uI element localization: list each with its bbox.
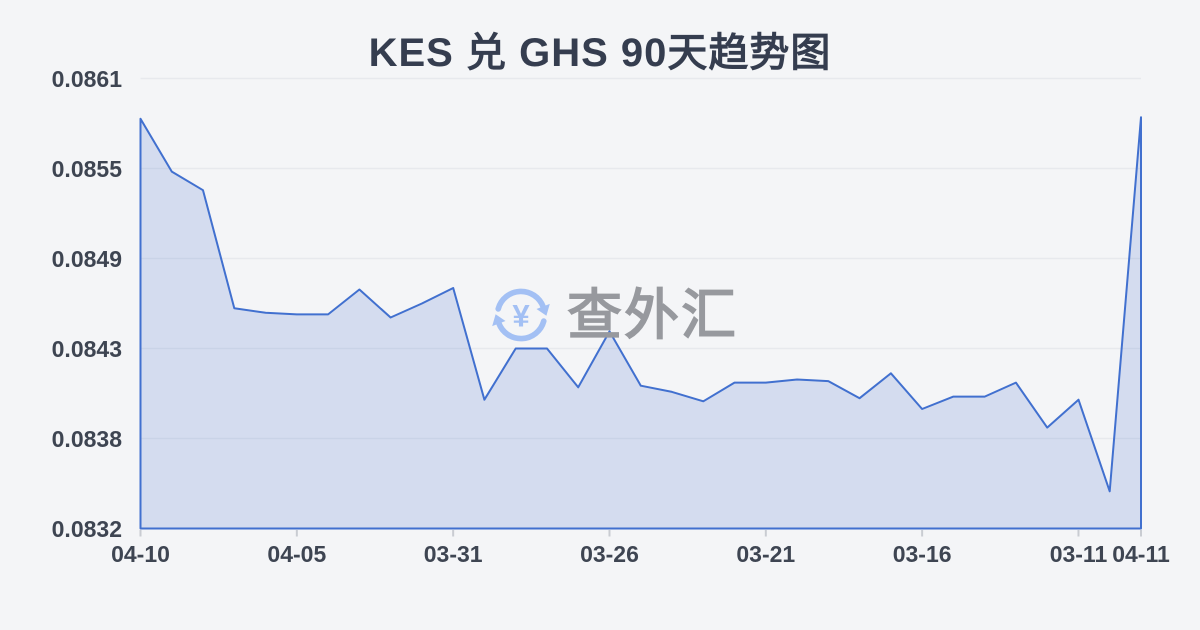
currency-exchange-icon: ¥ <box>492 288 550 342</box>
area-series <box>139 116 1142 530</box>
watermark: ¥ 查外汇 <box>487 281 738 349</box>
yen-symbol: ¥ <box>512 298 530 333</box>
watermark-text: 查外汇 <box>567 284 739 346</box>
chart-title: KES 兑 GHS 90天趋势图 <box>368 31 832 75</box>
